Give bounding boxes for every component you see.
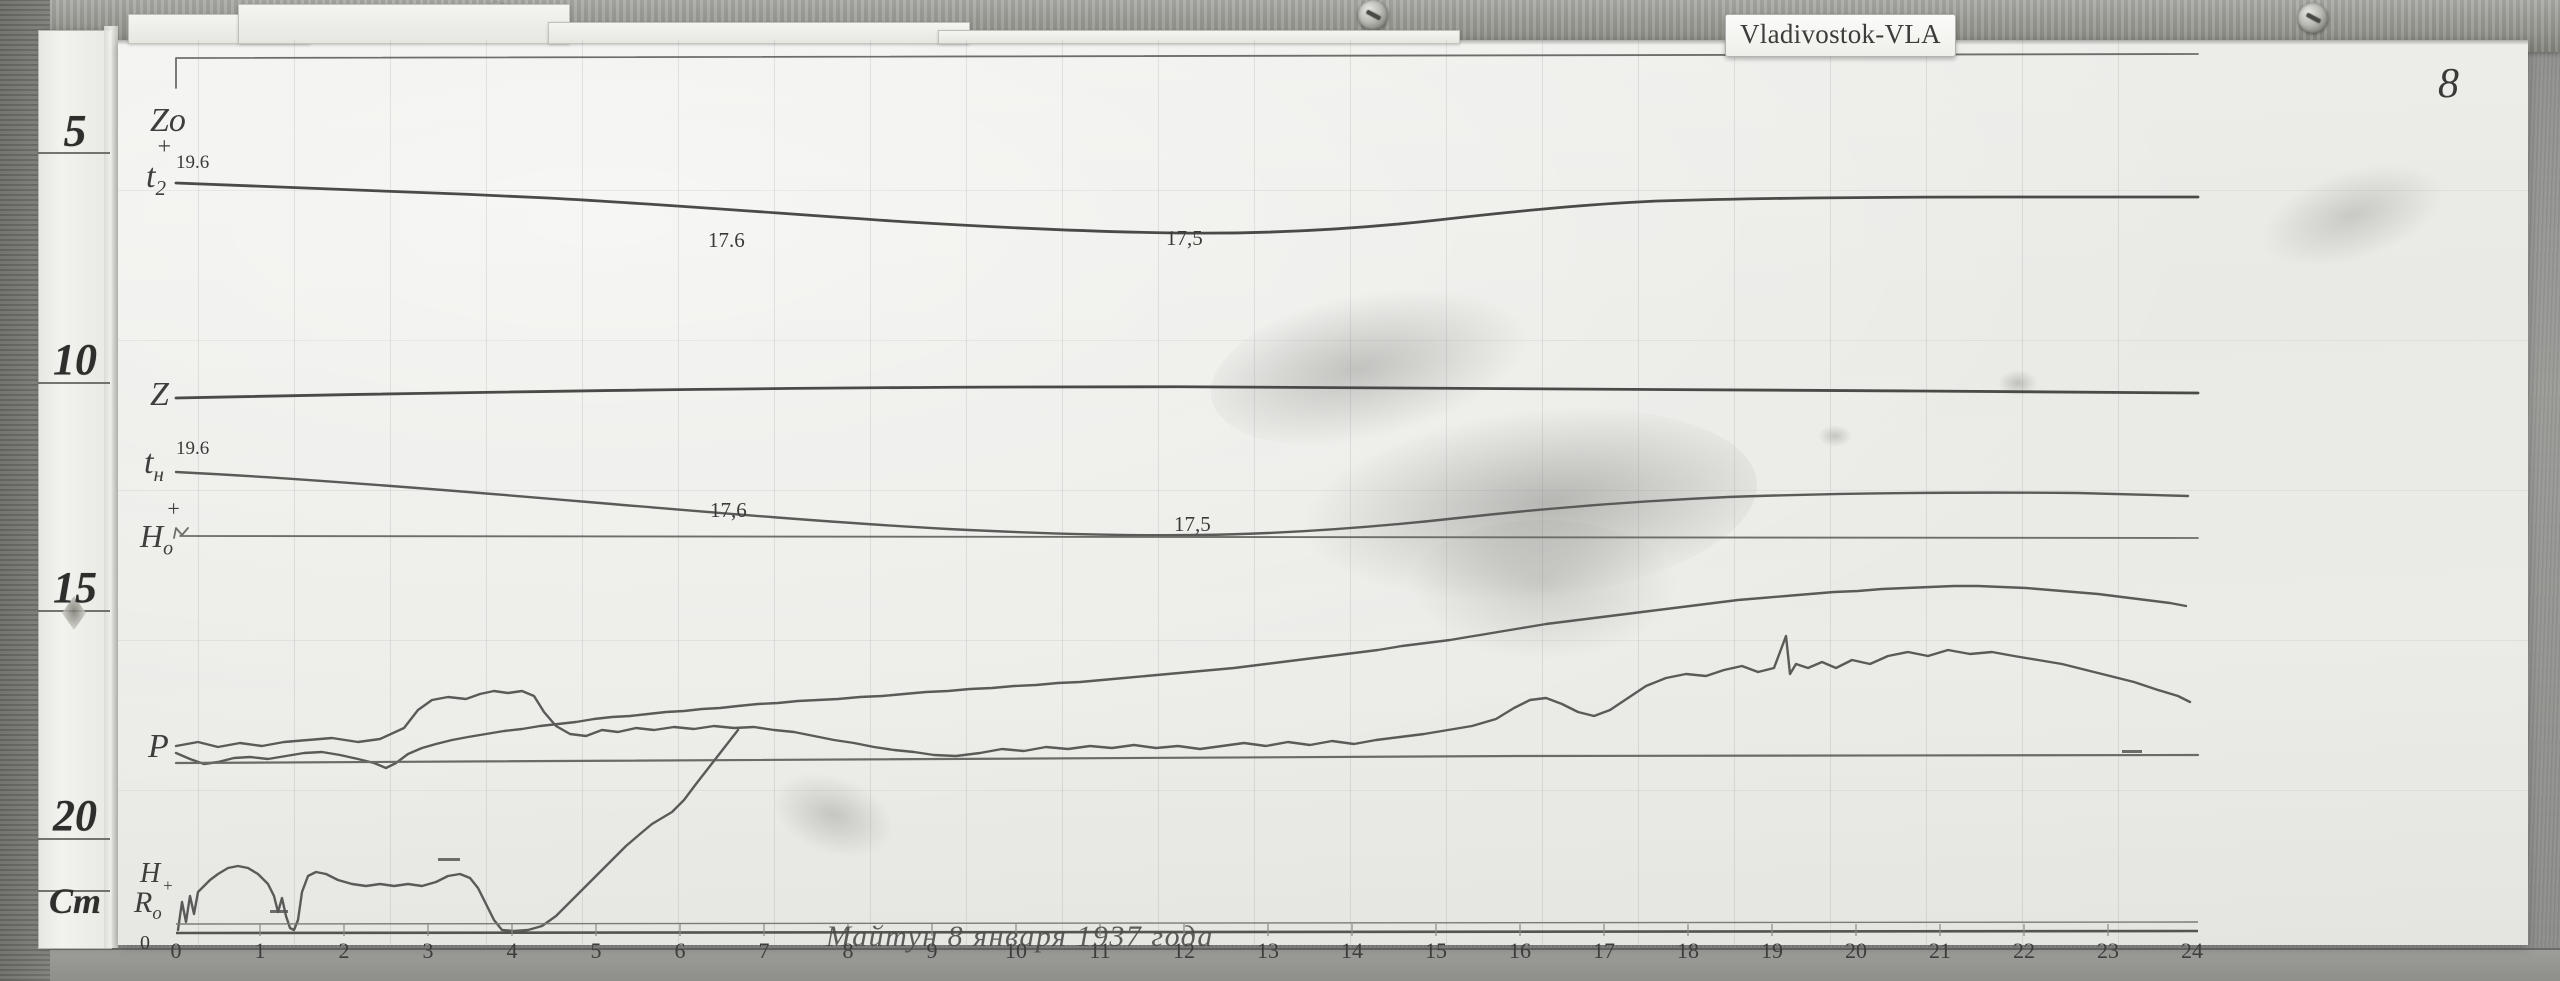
axis-tick-label-6: 6	[674, 938, 686, 963]
axis-tick-label-11: 11	[1089, 938, 1111, 963]
axis-tick-label-24: 24	[2181, 938, 2203, 963]
time-axis-line	[175, 929, 2199, 935]
ruler-label-10: 10	[53, 335, 97, 384]
trace-p-upper	[174, 634, 2192, 758]
annotation-tn-176: 17,6	[710, 498, 747, 522]
axis-tick-label-10: 10	[1005, 938, 1027, 963]
annotation-t2-175: 17,5	[1166, 226, 1203, 250]
axis-tick-label-22: 22	[2013, 938, 2035, 963]
axis-tick-label-4: 4	[506, 938, 518, 963]
axis-tick-label-1: 1	[254, 938, 266, 963]
trace-p-baseline	[174, 753, 2200, 765]
axis-tick-label-3: 3	[422, 938, 434, 963]
annotation-t2-176: 17.6	[708, 228, 745, 252]
trace-p	[174, 584, 2188, 770]
axis-tick-label-20: 20	[1845, 938, 1867, 963]
pencil-dash-mark	[270, 910, 288, 913]
trace-zo	[175, 53, 2199, 89]
desk-lower-band	[0, 948, 2560, 981]
axis-tick-label-2: 2	[338, 938, 350, 963]
ruler-label-20: 20	[53, 791, 97, 840]
trace-h	[176, 728, 740, 933]
ruler-tick	[38, 890, 110, 892]
time-axis-ticks	[259, 924, 2109, 936]
series-label-z: Z	[150, 376, 169, 413]
axis-origin-label: 0	[140, 932, 150, 954]
trace-ho	[173, 527, 2199, 539]
axis-tick-label-23: 23	[2097, 938, 2119, 963]
axis-tick-label-5: 5	[590, 938, 602, 963]
trace-t2	[174, 181, 2200, 235]
measuring-ruler	[38, 30, 112, 949]
axis-tick-label-8: 8	[842, 938, 854, 963]
axis-tick-label-13: 13	[1257, 938, 1279, 963]
axis-tick-label-21: 21	[1929, 938, 1951, 963]
axis-tick-label-18: 18	[1677, 938, 1699, 963]
series-value-t2-start: 19.6	[176, 152, 210, 173]
time-axis-line-secondary	[175, 921, 2199, 925]
chart-paper-sheet: Zo + t2 19.6 Z tн 19.6 Ho + P H Ro + 0 1…	[118, 4, 2528, 963]
axis-tick-label-17: 17	[1593, 938, 1615, 963]
screw-icon	[2298, 3, 2328, 33]
screw-icon	[1358, 0, 1388, 30]
axis-tick-label-0: 0	[170, 938, 182, 963]
handwritten-caption: Майтун 8 января 1937 года	[826, 920, 1214, 953]
series-label-ho-sign: +	[166, 496, 181, 521]
ruler-tick	[38, 838, 110, 840]
ruler-label-15: 15	[53, 563, 97, 612]
series-label-ho: Ho	[140, 518, 174, 560]
axis-tick-label-12: 12	[1173, 938, 1195, 963]
paper-slip	[238, 4, 570, 44]
trace-z	[174, 385, 2200, 400]
series-label-zo-sign: +	[156, 134, 173, 160]
axis-tick-label-16: 16	[1509, 938, 1531, 963]
axis-tick-label-19: 19	[1761, 938, 1783, 963]
ruler-tick	[38, 152, 110, 154]
ruler-label-5: 5	[63, 105, 87, 156]
pencil-dash-mark	[438, 858, 460, 861]
series-label-tn: tн	[144, 444, 164, 486]
series-label-p: P	[148, 728, 169, 765]
axis-tick-label-15: 15	[1425, 938, 1447, 963]
ruler-unit-label: Cm	[48, 881, 101, 921]
axis-tick-label-7: 7	[758, 938, 770, 963]
axis-tick-label-14: 14	[1341, 938, 1363, 963]
axis-tick-label-9: 9	[926, 938, 938, 963]
series-label-zo: Zo	[150, 102, 186, 139]
series-label-t2: t2	[146, 158, 166, 200]
archive-label-sticker: Vladivostok-VLA	[1725, 14, 1956, 57]
sheet-number: 8	[2438, 61, 2459, 107]
ruler-edge	[104, 26, 118, 948]
pencil-dash-mark	[2122, 750, 2142, 753]
paper-slip	[938, 30, 1460, 44]
series-label-ro: Ro	[134, 886, 162, 924]
recorder-traces	[173, 53, 2200, 936]
ruler-tick	[38, 382, 110, 384]
series-value-tn-start: 19.6	[176, 438, 210, 459]
trace-tn	[174, 470, 2190, 537]
annotation-tn-175: 17,5	[1174, 512, 1211, 536]
series-label-ro-sign: +	[162, 876, 174, 895]
series-label-h: H	[140, 858, 161, 889]
